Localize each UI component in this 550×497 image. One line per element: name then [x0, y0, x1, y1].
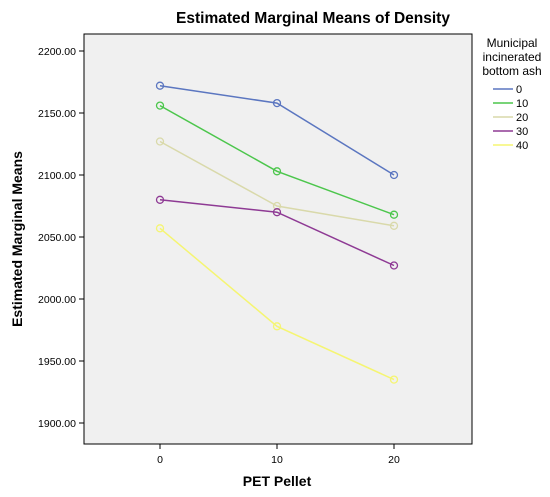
series-layer — [155, 81, 399, 384]
data-point — [389, 261, 399, 270]
y-tick-label: 2000.00 — [38, 294, 76, 306]
series-30 — [155, 195, 399, 270]
series-20 — [155, 137, 399, 230]
data-point — [155, 101, 165, 110]
legend-item: 20 — [493, 112, 528, 124]
series-line — [159, 140, 395, 227]
legend-title-line: Municipal — [487, 36, 538, 50]
legend: Municipal incinerated bottom ash 0 10 20 30 40 — [482, 36, 541, 152]
y-tick-label: 2150.00 — [38, 108, 76, 120]
y-tick-label: 2100.00 — [38, 170, 76, 182]
data-point — [272, 208, 282, 217]
data-point — [389, 170, 399, 180]
y-tick-label: 2200.00 — [38, 46, 76, 58]
data-point — [389, 375, 399, 384]
legend-label: 30 — [516, 126, 528, 138]
plot-area — [83, 33, 473, 445]
legend-label: 0 — [516, 84, 522, 96]
data-point — [272, 322, 282, 331]
data-point — [389, 221, 399, 230]
legend-item: 40 — [493, 140, 528, 152]
chart-title: Estimated Marginal Means of Density — [176, 10, 450, 27]
y-tick-label: 1900.00 — [38, 418, 76, 430]
data-point — [272, 201, 282, 211]
legend-item: 10 — [493, 98, 528, 110]
legend-title-line: incinerated — [483, 50, 542, 64]
series-40 — [155, 224, 399, 384]
x-tick-label: 10 — [271, 454, 283, 466]
y-tick-label: 1950.00 — [38, 356, 76, 368]
series-line — [159, 104, 395, 216]
y-axis-label: Estimated Marginal Means — [9, 151, 25, 327]
legend-item: 0 — [493, 84, 522, 96]
legend-label: 40 — [516, 140, 528, 152]
legend-item: 30 — [493, 126, 528, 138]
data-point — [155, 195, 165, 204]
y-axis: 1900.00 1950.00 2000.00 2050.00 2100.00 2150.… — [38, 46, 84, 430]
data-point — [272, 98, 282, 108]
series-line — [159, 84, 395, 176]
data-point — [272, 167, 282, 176]
x-axis: 0 10 20 — [157, 444, 400, 466]
data-point — [155, 137, 165, 146]
y-tick-label: 2050.00 — [38, 232, 76, 244]
series-0 — [155, 81, 399, 180]
legend-label: 10 — [516, 98, 528, 110]
series-10 — [155, 101, 399, 219]
x-tick-label: 20 — [388, 454, 400, 466]
data-point — [155, 81, 165, 90]
series-line — [159, 199, 395, 267]
series-line — [159, 227, 395, 381]
x-tick-label: 0 — [157, 454, 163, 466]
x-axis-label: PET Pellet — [243, 473, 312, 489]
legend-title-line: bottom ash — [482, 64, 541, 78]
data-point — [155, 224, 165, 233]
legend-title: Municipal incinerated bottom ash — [482, 36, 541, 78]
legend-label: 20 — [516, 112, 528, 124]
data-point — [389, 210, 399, 219]
